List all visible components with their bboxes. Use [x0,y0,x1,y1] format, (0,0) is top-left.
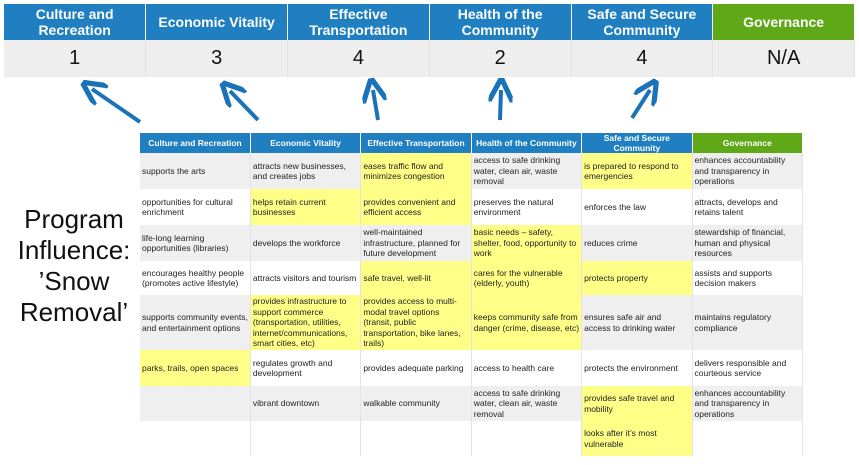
score-value: 3 [145,40,288,77]
grid-cell: access to safe drinking water, clean air… [471,386,583,421]
grid-cell: protects the environment [581,350,693,386]
grid-column-header: Effective Transportation [360,133,472,153]
grid-column-header: Economic Vitality [250,133,362,153]
grid-cell: access to safe drinking water, clean air… [471,153,583,189]
score-category-header: Economic Vitality [145,4,288,40]
grid-cell: vibrant downtown [250,386,362,421]
grid-cell: provides access to multi-modal travel op… [360,295,472,350]
grid-cell: cares for the vulnerable (elderly, youth… [471,261,583,295]
grid-cell: enforces the law [581,189,693,225]
grid-cell: is prepared to respond to emergencies [581,153,693,189]
grid-cell: regulates growth and development [250,350,362,386]
grid-cell: provides adequate parking [360,350,472,386]
table-row: parks, trails, open spaces regulates grow… [140,350,804,386]
score-value-row: 1 3 4 2 4 N/A [4,40,855,77]
score-value: N/A [712,40,855,77]
grid-cell: protects property [581,261,693,295]
grid-cell: develops the workforce [250,225,362,261]
table-row: supports the arts attracts new businesses… [140,153,804,189]
grid-cell: looks after it’s most vulnerable [581,421,693,456]
table-row: looks after it’s most vulnerable [140,421,804,456]
score-category-header: Safe and Secure Community [571,4,714,40]
grid-cell: enhances accountability and transparency… [692,386,804,421]
grid-column-header: Health of the Community [471,133,583,153]
table-row: life-long learning opportunities (librar… [140,225,804,261]
grid-cell: stewardship of financial, human and phys… [692,225,804,261]
grid-cell: ensures safe air and access to drinking … [581,295,693,350]
grid-cell: provides convenient and efficient access [360,189,472,225]
grid-cell: attracts new businesses, and creates job… [250,153,362,189]
arrow-icon [630,90,650,120]
score-header-row: Culture and Recreation Economic Vitality E… [4,4,855,40]
grid-cell: keeps community safe from danger (crime,… [471,295,583,350]
grid-cell: attracts visitors and tourism [250,261,362,295]
score-category-header: Effective Transportation [287,4,430,40]
grid-cell: helps retain current businesses [250,189,362,225]
grid-cell [140,421,251,456]
grid-column-header: Governance [692,133,804,153]
grid-cell: encourages healthy people (promotes acti… [140,261,251,295]
grid-cell: walkable community [360,386,472,421]
arrow-icon [500,90,501,121]
grid-cell: supports community events, and entertain… [140,295,251,350]
grid-cell [692,421,804,456]
grid-cell [471,421,583,456]
grid-cell [360,421,472,456]
grid-cell [250,421,362,456]
grid-cell: safe travel, well-lit [360,261,472,295]
grid-cell: provides infrastructure to support comme… [250,295,362,350]
grid-cell: preserves the natural environment [471,189,583,225]
score-value: 2 [429,40,572,77]
score-value: 1 [4,40,147,77]
table-row: opportunities for cultural enrichment hel… [140,189,804,225]
arrow-icon [92,89,142,124]
grid-cell: opportunities for cultural enrichment [140,189,251,225]
grid-cell: reduces crime [581,225,693,261]
score-category-header: Culture and Recreation [4,4,147,40]
grid-header-row: Culture and Recreation Economic Vitality E… [140,133,804,153]
grid-cell: access to health care [471,350,583,386]
grid-cell: maintains regulatory compliance [692,295,804,350]
score-table: Culture and Recreation Economic Vitality E… [4,4,855,77]
score-value: 4 [287,40,430,77]
grid-cell: enhances accountability and transparency… [692,153,804,189]
arrow-icon [230,91,260,122]
program-influence-label: Program Influence: ’Snow Removal’ [17,204,131,327]
grid-column-header: Safe and Secure Community [581,133,693,153]
score-category-header: Health of the Community [429,4,572,40]
grid-cell [140,386,251,421]
grid-cell: assists and supports decision makers [692,261,804,295]
grid-cell: life-long learning opportunities (librar… [140,225,251,261]
grid-cell: eases traffic flow and minimizes congest… [360,153,472,189]
grid-column-header: Culture and Recreation [140,133,251,153]
table-row: vibrant downtown walkable community access… [140,386,804,421]
table-row: encourages healthy people (promotes acti… [140,261,804,295]
grid-cell: basic needs – safety, shelter, food, opp… [471,225,583,261]
score-category-header: Governance [712,4,855,40]
grid-cell: well-maintained infrastructure, planned … [360,225,472,261]
grid-cell: attracts, develops and retains talent [692,189,804,225]
grid-cell: supports the arts [140,153,251,189]
grid-cell: provides safe travel and mobility [581,386,693,421]
influence-grid: Culture and Recreation Economic Vitality E… [140,133,804,456]
grid-cell: delivers responsible and courteous servi… [692,350,804,386]
table-row: supports community events, and entertain… [140,295,804,350]
arrow-icon [373,90,378,121]
grid-cell: parks, trails, open spaces [140,350,251,386]
score-value: 4 [571,40,714,77]
